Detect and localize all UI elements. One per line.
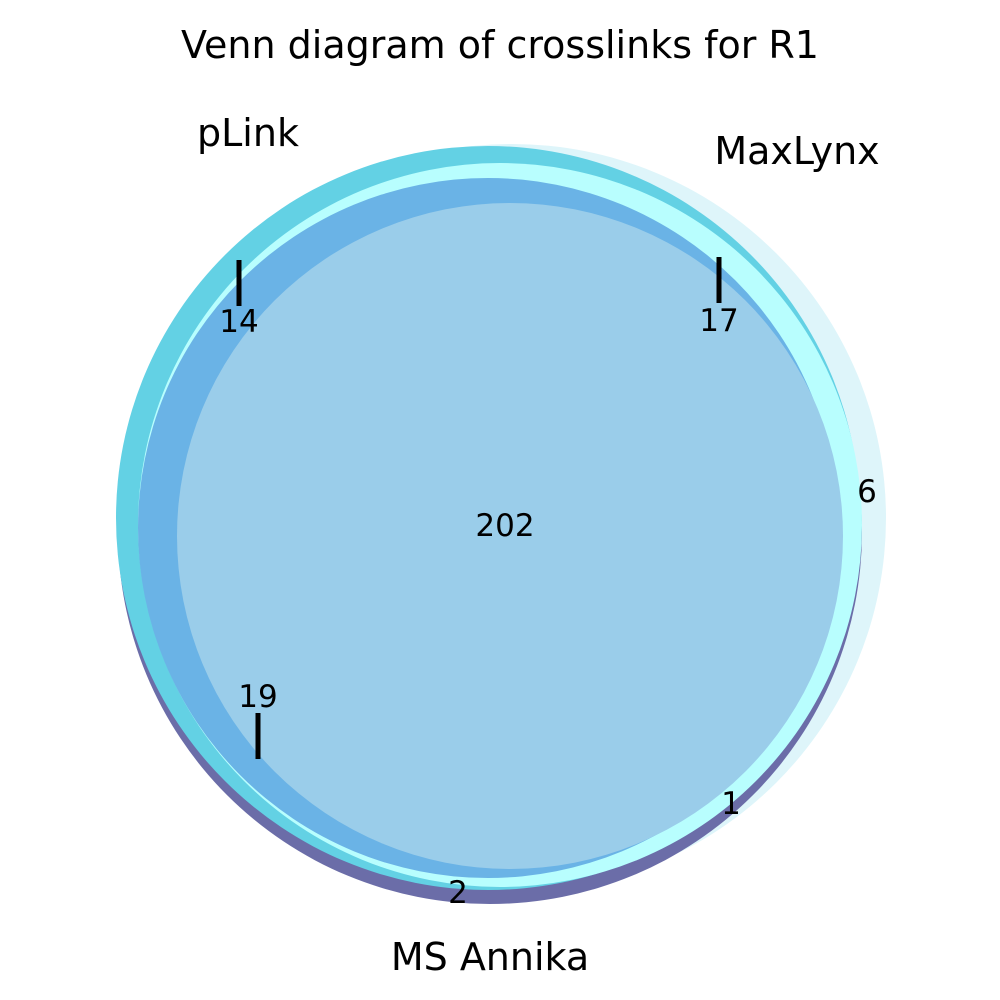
plink-label: pLink [197, 111, 299, 155]
count-all-three: 202 [475, 508, 534, 544]
maxlynx-label: MaxLynx [714, 129, 879, 173]
count-plink-maxlynx: 14 [219, 304, 258, 340]
triple-overlap [177, 203, 843, 869]
count-maxlynx-only: 6 [857, 474, 877, 510]
count-plink-msannika: 19 [238, 679, 277, 715]
count-maxlynx-msannika-bottom: 1 [721, 786, 741, 822]
count-maxlynx-msannika-top: 17 [699, 303, 738, 339]
chart-title: Venn diagram of crosslinks for R1 [181, 23, 819, 67]
msannika-label: MS Annika [391, 935, 589, 979]
count-msannika-only: 2 [448, 875, 468, 911]
